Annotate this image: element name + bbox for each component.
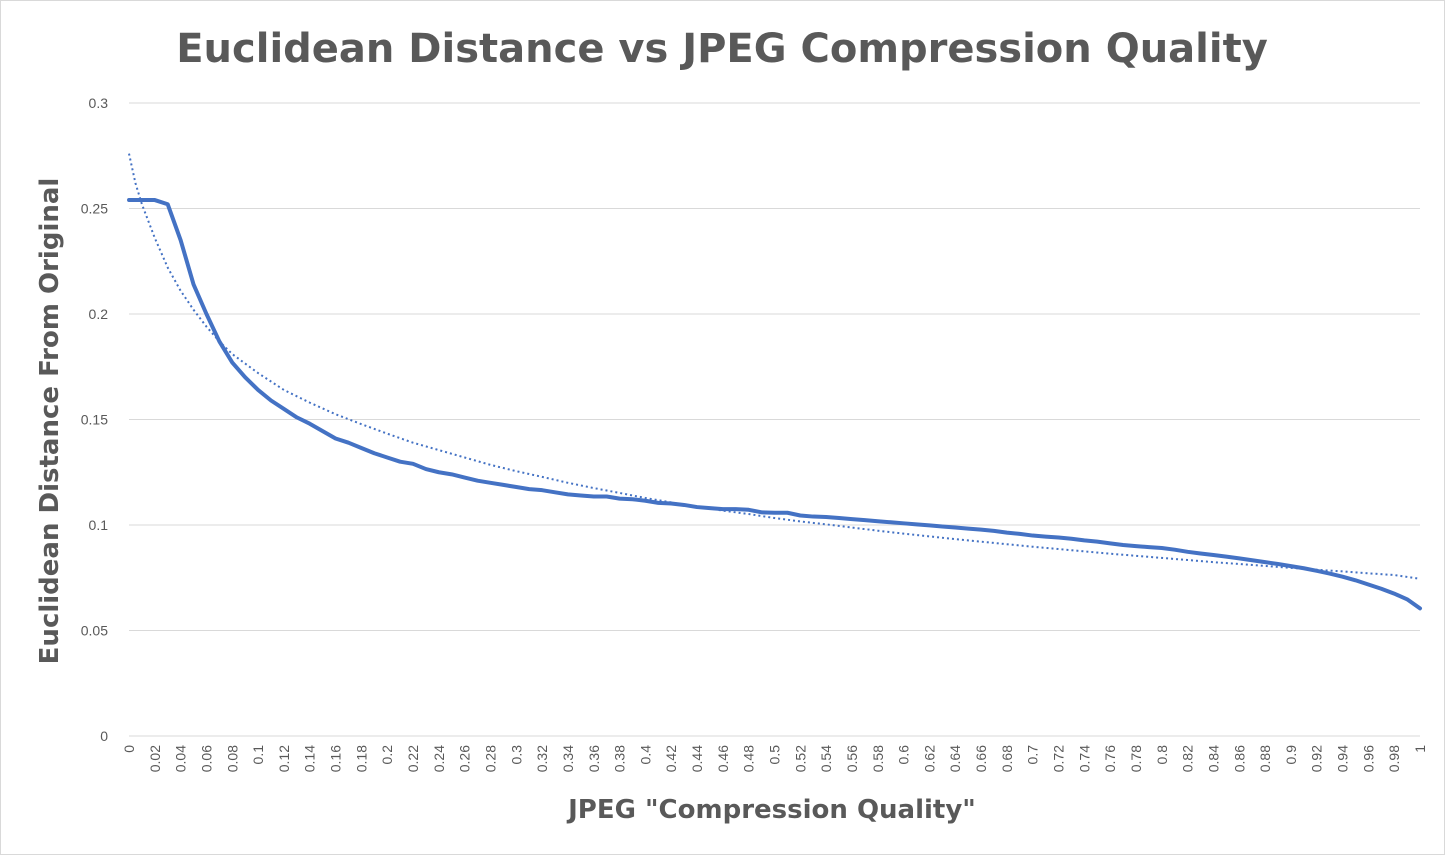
x-tick-label: 0.2 [379,745,395,765]
x-tick-label: 0.6 [896,745,912,765]
x-tick-label: 0.12 [276,745,292,772]
y-axis-title: Euclidean Distance From Original [35,178,65,665]
x-tick-label: 0.94 [1335,745,1351,772]
x-tick-label: 0.96 [1360,745,1376,772]
x-tick-label: 0.68 [999,745,1015,772]
y-tick-label: 0.15 [81,412,108,428]
x-tick-label: 0.38 [612,745,628,772]
y-tick-label: 0.25 [81,201,108,217]
y-tick-label: 0.3 [89,95,109,111]
x-tick-label: 0.64 [947,745,963,772]
x-axis-title: JPEG "Compression Quality" [566,795,976,825]
x-tick-label: 0.32 [534,745,550,772]
x-tick-label: 0.14 [302,745,318,772]
x-tick-label: 0.54 [818,745,834,772]
x-tick-label: 0.98 [1386,745,1402,772]
x-tick-label: 0.28 [482,745,498,772]
x-tick-label: 0.42 [663,745,679,772]
x-tick-label: 0 [121,745,137,753]
x-tick-label: 0.52 [792,745,808,772]
x-tick-label: 0.62 [921,745,937,772]
x-tick-label: 0.88 [1257,745,1273,772]
chart-title: Euclidean Distance vs JPEG Compression Q… [176,26,1268,72]
x-tick-label: 0.08 [224,745,240,772]
x-tick-label: 0.3 [508,745,524,765]
x-tick-label: 0.84 [1205,745,1221,772]
y-tick-label: 0 [100,728,108,744]
y-axis-ticks: 0 0.05 0.1 0.15 0.2 0.25 0.3 [81,95,108,744]
x-tick-label: 0.34 [560,745,576,772]
x-tick-label: 0.72 [1051,745,1067,772]
x-axis-ticks: 0 0.02 0.04 0.06 0.08 0.1 0.12 0.14 0.16 0.18 0.2 0… [121,745,1428,772]
x-tick-label: 0.16 [328,745,344,772]
x-tick-label: 0.66 [973,745,989,772]
x-tick-label: 0.22 [405,745,421,772]
data-series-line [127,198,1422,611]
x-tick-label: 0.48 [741,745,757,772]
x-tick-label: 0.1 [250,745,266,765]
y-tick-label: 0.05 [81,623,108,639]
x-tick-label: 0.74 [1076,745,1092,772]
x-tick-label: 0.9 [1283,745,1299,765]
x-tick-label: 0.58 [870,745,886,772]
grid-layer [129,102,1420,737]
x-tick-label: 0.4 [637,745,653,765]
x-tick-label: 0.46 [715,745,731,772]
x-tick-label: 0.04 [173,745,189,772]
y-tick-label: 0.1 [89,517,109,533]
y-tick-label: 0.2 [89,306,109,322]
x-tick-label: 0.24 [431,745,447,772]
x-tick-label: 0.5 [767,745,783,765]
x-tick-label: 0.76 [1102,745,1118,772]
x-tick-label: 0.44 [689,745,705,772]
x-tick-label: 0.18 [353,745,369,772]
x-tick-label: 0.36 [586,745,602,772]
x-tick-label: 0.06 [198,745,214,772]
x-tick-label: 0.86 [1231,745,1247,772]
x-tick-label: 0.78 [1128,745,1144,772]
x-tick-label: 0.92 [1309,745,1325,772]
x-tick-label: 1 [1412,745,1428,753]
series-layer [127,153,1422,611]
x-tick-label: 0.56 [844,745,860,772]
x-tick-label: 0.8 [1154,745,1170,765]
x-tick-label: 0.7 [1025,745,1041,765]
x-tick-label: 0.26 [457,745,473,772]
x-tick-label: 0.82 [1180,745,1196,772]
trendline-dotted [128,153,1421,580]
x-tick-label: 0.02 [147,745,163,772]
